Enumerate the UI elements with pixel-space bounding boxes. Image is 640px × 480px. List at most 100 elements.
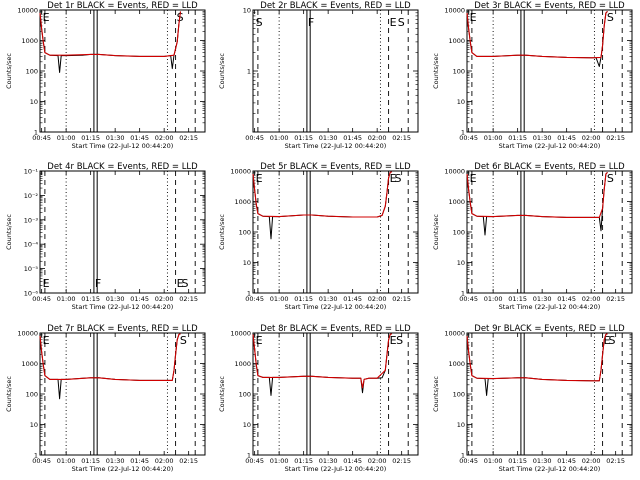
plot-frame [39,170,206,294]
x-tick-label: 01:00 [57,134,76,142]
x-tick-label: 00:45 [459,134,478,142]
x-tick-label: 01:45 [130,295,149,303]
event-marker-label: F [308,16,314,29]
x-tick-label: 01:45 [557,134,576,142]
plot-frame [466,9,633,133]
x-tick-label: 01:00 [270,457,289,465]
y-tick-label: 1000 [448,360,465,368]
y-tick-label: 1 [247,452,251,460]
chart-panel-7: Det 7r BLACK = Events, RED = LLD 00:45 01:… [5,324,206,473]
y-tick-label: 1 [34,452,38,460]
y-axis-label: Counts/sec [218,214,226,250]
x-tick-label: 00:45 [459,457,478,465]
x-tick-label: 01:00 [57,457,76,465]
x-tick-label: 01:00 [57,295,76,303]
x-tick-label: 01:30 [533,457,552,465]
x-axis-label: Start Time (22-Jul-12 00:44:20) [285,465,387,473]
event-marker-label: E [256,334,263,347]
x-tick-label: 01:15 [81,457,100,465]
event-marker-label: E [470,11,477,24]
x-tick-label: 01:15 [508,134,527,142]
chart-panel-8: Det 8r BLACK = Events, RED = LLD 00:45 01:… [218,324,419,473]
x-tick-label: 01:45 [130,134,149,142]
y-tick-label: 10000 [17,330,38,338]
y-tick-label: 10 [243,259,251,267]
y-tick-label: 100 [453,391,465,399]
events-series-line [39,333,181,400]
chart-title: Det 9r BLACK = Events, RED = LLD [474,324,625,334]
chart-title: Det 6r BLACK = Events, RED = LLD [474,162,625,172]
x-tick-label: 02:00 [368,134,387,142]
y-tick-label: 1 [461,129,465,137]
plot-frame [252,170,419,294]
chart-panel-1: Det 1r BLACK = Events, RED = LLD 00:45 01:… [5,1,206,150]
y-tick-label: 10⁻³ [24,216,39,224]
x-tick-label: 01:30 [106,134,125,142]
x-tick-label: 01:00 [484,457,503,465]
chart-title: Det 4r BLACK = Events, RED = LLD [47,162,198,172]
x-axis-label: Start Time (22-Jul-12 00:44:20) [499,465,601,473]
chart-panel-2: Det 2r BLACK = Events, RED = LLD 00:45 01:… [218,1,419,150]
y-tick-label: 100 [453,68,465,76]
event-marker-label: E [256,172,263,185]
events-series-line [39,11,181,73]
plot-frame [39,332,206,456]
x-tick-label: 02:00 [155,295,174,303]
x-tick-label: 01:00 [484,295,503,303]
y-axis-label: Counts/sec [5,214,13,250]
events-series-line [252,171,393,240]
y-tick-label: 10000 [444,168,465,176]
y-axis-label: Counts/sec [432,214,440,250]
x-tick-label: 01:45 [557,295,576,303]
x-tick-label: 02:15 [392,295,411,303]
y-axis-label: Counts/sec [432,376,440,412]
chart-title: Det 2r BLACK = Events, RED = LLD [260,1,411,11]
y-tick-label: 100 [239,391,251,399]
y-tick-label: 100 [26,68,38,76]
lld-series-line [466,11,608,59]
event-marker-label: E [390,16,397,29]
event-marker-label: S [180,334,187,347]
x-tick-label: 01:15 [81,295,100,303]
lld-series-line [466,172,608,218]
x-tick-label: 02:15 [179,457,198,465]
x-tick-label: 00:45 [32,134,51,142]
event-marker-label: E [390,172,397,185]
x-tick-label: 02:00 [582,295,601,303]
y-tick-label: 1000 [448,198,465,206]
x-axis-label: Start Time (22-Jul-12 00:44:20) [285,303,387,311]
x-tick-label: 01:00 [270,295,289,303]
event-marker-label: E [43,334,50,347]
x-axis-label: Start Time (22-Jul-12 00:44:20) [499,142,601,150]
x-axis-label: Start Time (22-Jul-12 00:44:20) [499,303,601,311]
lld-series-line [252,333,393,389]
chart-title: Det 3r BLACK = Events, RED = LLD [474,1,625,11]
event-marker-label: S [607,11,614,24]
y-tick-label: 1000 [234,198,251,206]
chart-panel-6: Det 6r BLACK = Events, RED = LLD 00:45 01:… [432,162,633,311]
y-axis-label: Counts/sec [5,53,13,89]
x-tick-label: 01:15 [294,295,313,303]
x-tick-label: 01:00 [484,134,503,142]
x-tick-label: 00:45 [245,295,264,303]
chart-title: Det 8r BLACK = Events, RED = LLD [260,324,411,334]
x-tick-label: 02:15 [392,134,411,142]
event-marker-label: E [604,334,611,347]
x-tick-label: 02:15 [392,457,411,465]
lld-series-line [39,11,182,57]
y-tick-label: 10 [243,421,251,429]
y-axis-label: Counts/sec [5,376,13,412]
lld-series-line [39,333,181,381]
y-tick-label: 10⁻⁵ [24,265,39,273]
events-series-line [252,333,393,396]
lld-series-line [252,171,393,218]
y-tick-label: 10 [457,98,465,106]
plot-frame [466,332,633,456]
x-tick-label: 01:45 [343,457,362,465]
chart-panel-4: Det 4r BLACK = Events, RED = LLD 00:45 01:… [5,162,206,311]
event-marker-label: S [181,277,188,290]
y-tick-label: 10⁻⁴ [24,241,39,249]
y-tick-label: 100 [239,229,251,237]
x-tick-label: 01:45 [557,457,576,465]
